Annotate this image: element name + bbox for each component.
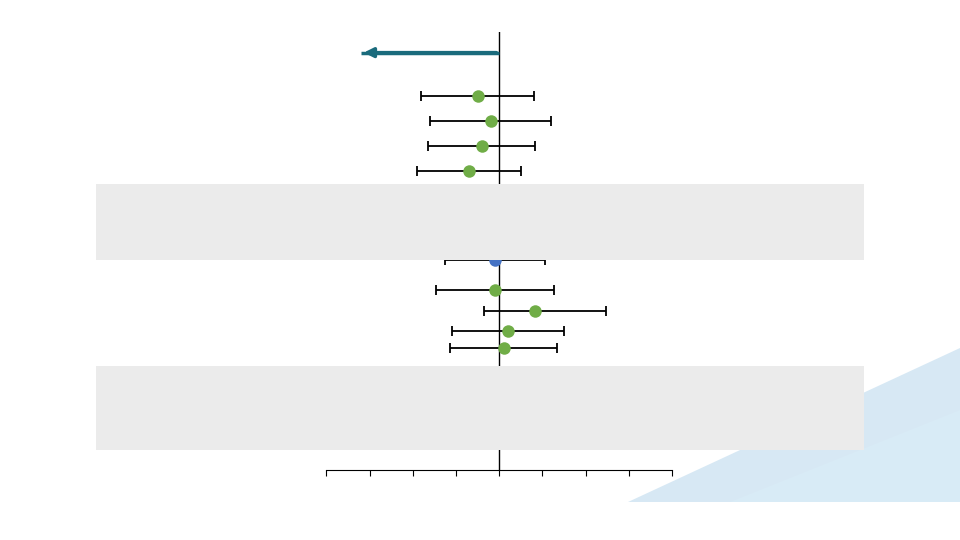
- Text: ’s Disease Cooperative Study–: ’s Disease Cooperative Study–: [398, 514, 515, 523]
- Text: –: –: [922, 514, 925, 523]
- Text: AD, Alzheimer’s disease; ADAS Cog 13, Alzheimer’s Disease Assessment Scale–: AD, Alzheimer’s disease; ADAS Cog 13, Al…: [14, 514, 319, 523]
- Polygon shape: [628, 348, 960, 502]
- Polygon shape: [730, 410, 960, 502]
